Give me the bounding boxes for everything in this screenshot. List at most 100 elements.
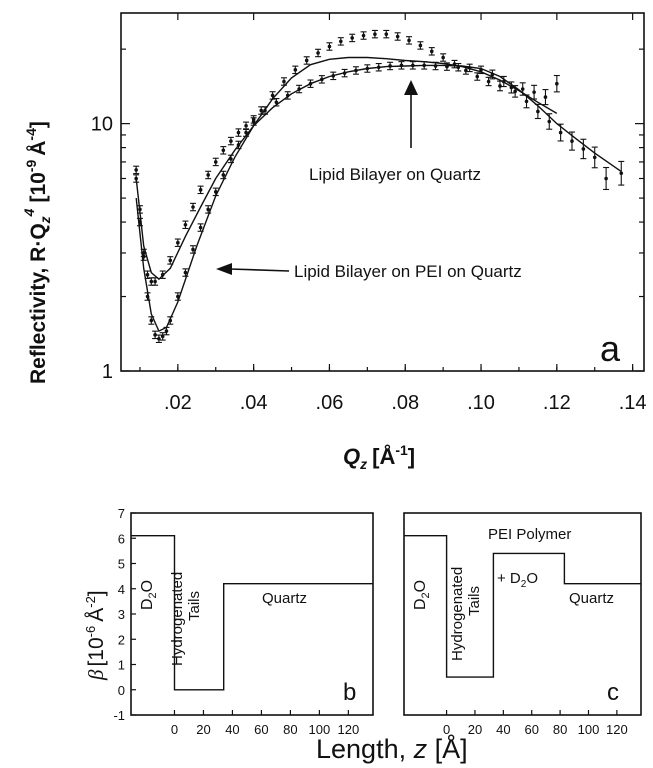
panel-c-d2o-d: D <box>412 598 429 610</box>
data-point <box>395 34 400 39</box>
panel-b-ytick-label: 0 <box>118 683 125 698</box>
panel-a-xlabel-unit: [Å <box>372 443 395 469</box>
data-point <box>441 55 445 60</box>
panel-b-ylabel-close: ] <box>85 590 108 596</box>
data-point <box>134 168 138 172</box>
data-point <box>191 205 195 209</box>
data-point <box>168 258 173 263</box>
data-point <box>213 160 218 164</box>
data-point <box>221 148 226 153</box>
panel-c-x-ticks: 0 20 40 60 80 100 120 <box>443 710 628 737</box>
data-point <box>558 130 563 135</box>
annotation-arrow-quartz <box>404 80 418 148</box>
panel-c-xtick-label: 40 <box>496 722 510 737</box>
panel-a-xtick-label: .04 <box>240 392 268 414</box>
panel-a-xlabel: Qz [Å-1] <box>343 442 415 472</box>
panel-a-ylabel-close: ] <box>27 121 50 128</box>
data-point <box>134 176 138 181</box>
data-point <box>149 279 154 284</box>
data-point <box>475 74 480 79</box>
shared-xlabel-main: Length, <box>316 734 414 764</box>
panel-b-xtick-label: 20 <box>196 722 210 737</box>
data-point <box>221 173 226 177</box>
data-point <box>513 89 517 94</box>
panel-b-xtick-label: 120 <box>338 722 360 737</box>
panel-b-quartz-label: Quartz <box>262 590 307 607</box>
panel-a-ylabel-unit-exp1: -9 <box>23 160 39 173</box>
data-point <box>304 58 309 63</box>
fit-line-0 <box>135 56 558 333</box>
panel-c-xtick-label: 20 <box>468 722 482 737</box>
panel-b-ylabel-unit: [10 <box>85 637 108 666</box>
panel-a-ylabel: Reflectivity, R·Qz4 [10-9 Å-4] <box>21 121 53 384</box>
data-point <box>604 176 608 181</box>
panel-a-ylabel-exp: 4 <box>21 208 37 217</box>
data-point <box>361 33 366 38</box>
panel-a: .02 .04 .06 .08 .10 .12 .14 1 10 Lipid Bilayer … <box>21 12 647 472</box>
data-point <box>407 38 411 43</box>
panel-a-xlabel-sub: z <box>359 456 367 472</box>
panel-b-frame <box>130 512 374 716</box>
shared-xlabel-unit: [Å] <box>427 733 468 764</box>
panel-a-xtick-label: .08 <box>391 392 419 414</box>
panel-c: 0 20 40 60 80 100 120 D2O Hydrogenated Tails P… <box>403 512 642 737</box>
panel-a-ytick-label: 1 <box>102 361 113 383</box>
panel-b-tails-line2: Tails <box>186 591 203 621</box>
data-point <box>619 171 624 176</box>
panel-a-xtick-label: .02 <box>164 392 192 414</box>
data-point <box>384 32 389 36</box>
panel-c-pei-d2o-label: + D2O <box>497 570 538 590</box>
panel-a-xtick-label: .10 <box>467 392 495 414</box>
panel-a-xtick-label: .06 <box>316 392 344 414</box>
panel-b-xtick-label: 0 <box>171 722 178 737</box>
data-point <box>274 100 279 105</box>
panel-b-ylabel-unit-exp1: -6 <box>83 626 98 638</box>
data-point <box>153 333 157 337</box>
data-point <box>183 222 188 227</box>
panel-c-step-profile <box>404 535 641 678</box>
panel-c-d2o-o: O <box>412 580 429 592</box>
panel-a-ylabel-unit-exp2: -4 <box>23 128 39 141</box>
data-point <box>373 32 377 36</box>
data-point <box>327 44 332 49</box>
panel-a-ylabel-main: Reflectivity, R·Q <box>27 223 50 384</box>
data-point <box>164 329 169 333</box>
panel-b-ylabel-unit-mid: Å <box>85 608 108 622</box>
data-point <box>229 139 233 143</box>
panel-a-x-ticks: .02 .04 .06 .08 .10 .12 .14 <box>139 13 647 414</box>
data-point <box>198 188 203 192</box>
panel-c-xtick-label: 100 <box>578 722 600 737</box>
annotation-lipid-quartz: Lipid Bilayer on Quartz <box>309 165 481 184</box>
shared-xlabel: Length, z [Å] <box>316 733 468 764</box>
panel-b-ytick-label: 5 <box>118 557 125 572</box>
panel-c-pei-d2o-o: O <box>526 570 538 587</box>
panel-a-ylabel-sub: z <box>37 216 53 224</box>
panel-b-x-ticks: 0 20 40 60 80 100 120 <box>171 710 359 737</box>
panel-c-tails-line2: Tails <box>466 586 483 616</box>
panel-b-ylabel-unit-exp2: -2 <box>83 596 98 608</box>
panel-b-xtick-label: 80 <box>283 722 297 737</box>
panel-c-pei-d2o-sub: 2 <box>521 579 527 590</box>
panel-b-label: b <box>343 679 356 706</box>
data-point <box>592 155 597 160</box>
panel-a-ytick-label: 10 <box>91 114 113 136</box>
panel-c-xtick-label: 120 <box>606 722 628 737</box>
data-point <box>270 93 275 98</box>
data-point <box>339 39 343 44</box>
data-point <box>543 95 548 99</box>
data-point <box>206 173 210 177</box>
data-point <box>176 240 180 245</box>
panel-b-d2o-sub: 2 <box>147 592 159 598</box>
panel-a-frame <box>120 12 645 372</box>
panel-c-d2o-label: D2O <box>412 580 432 610</box>
panel-a-ylabel-unit-mid: Å <box>26 141 50 156</box>
panel-a-series <box>133 29 625 344</box>
panel-b-ytick-label: -1 <box>113 708 125 723</box>
data-point <box>244 123 248 128</box>
panel-c-xtick-label: 0 <box>443 722 450 737</box>
annotation-arrow-pei <box>216 263 290 275</box>
panel-c-d2o-sub: 2 <box>420 592 432 598</box>
data-point <box>153 279 157 284</box>
panel-b-ytick-label: 2 <box>118 632 125 647</box>
